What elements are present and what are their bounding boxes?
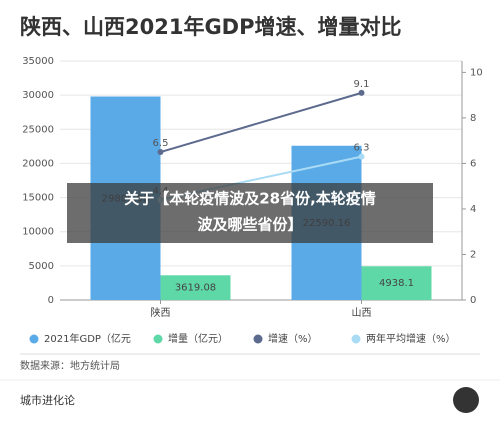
x-tick-label: 山西 (352, 307, 372, 319)
line-point (157, 149, 164, 156)
y2-tick-label: 8 (470, 113, 476, 124)
banner-text: 波及哪些省份】 (197, 216, 302, 234)
data-label: 6.5 (153, 138, 169, 149)
legend-marker (29, 334, 39, 344)
legend-label: 2021年GDP（亿元 (44, 332, 131, 345)
y-tick-label: 0 (48, 295, 54, 306)
footer: 城市进化论 (20, 393, 75, 407)
line-point (358, 153, 365, 160)
y-tick-label: 10000 (22, 227, 54, 238)
banner-text: 关于【本轮疫情波及28省份,本轮疫情 (124, 190, 376, 208)
y2-tick-label: 2 (470, 249, 476, 260)
line (160, 91, 362, 154)
legend-label: 增量（亿元） (168, 332, 228, 345)
legend-marker (253, 334, 263, 344)
y2-tick-label: 0 (470, 295, 476, 306)
legend-marker (153, 334, 163, 344)
line-point (358, 89, 365, 96)
y-tick-label: 30000 (22, 90, 54, 101)
legend-label: 增速（%） (268, 332, 318, 345)
y2-tick-label: 4 (470, 204, 476, 215)
legend-marker (351, 334, 361, 344)
logo (453, 387, 479, 413)
y-tick-label: 5000 (29, 261, 54, 272)
x-tick-label: 陕西 (151, 306, 171, 319)
y-tick-label: 20000 (22, 158, 54, 169)
y-tick-label: 15000 (22, 193, 54, 204)
data-label: 6.3 (354, 143, 370, 154)
data-label: 9.1 (354, 79, 370, 90)
legend-label: 两年平均增速（%） (366, 332, 456, 345)
chart-title: 陕西、山西2021年GDP增速、增量对比 (20, 15, 402, 39)
y2-tick-label: 6 (470, 158, 476, 169)
bar (160, 275, 231, 300)
bar (361, 266, 432, 300)
data-label: 4938.1 (379, 278, 414, 289)
y2-tick-label: 10 (470, 67, 483, 78)
banner-bg (67, 183, 433, 243)
y-tick-label: 35000 (22, 56, 54, 67)
data-label: 3619.08 (175, 283, 216, 294)
source: 数据来源：地方统计局 (20, 359, 120, 372)
y-tick-label: 25000 (22, 124, 54, 135)
